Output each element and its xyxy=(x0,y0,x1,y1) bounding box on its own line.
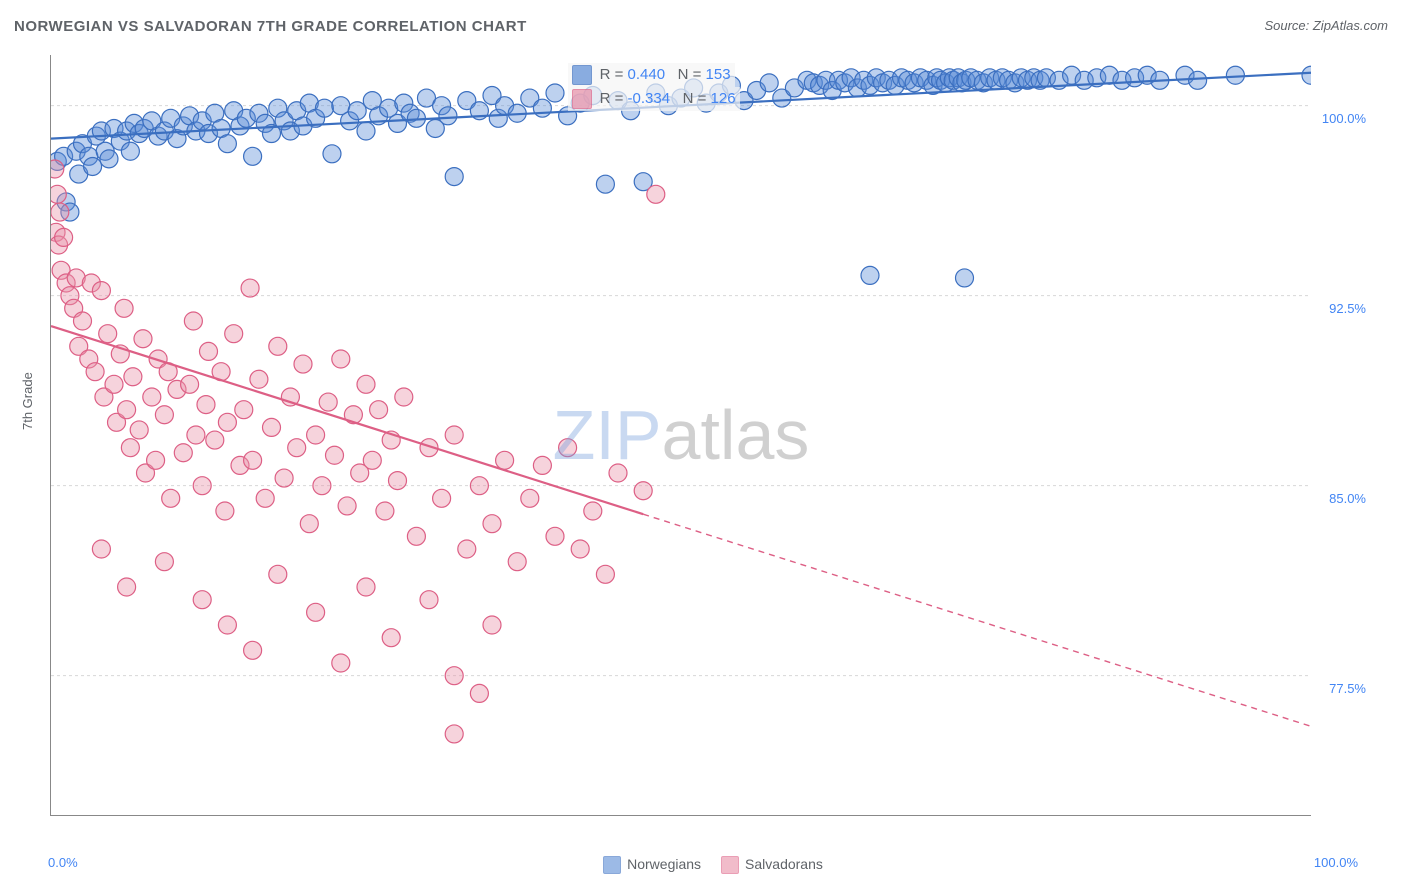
chart-container: NORWEGIAN VS SALVADORAN 7TH GRADE CORREL… xyxy=(0,0,1406,892)
y-axis-label: 7th Grade xyxy=(20,372,35,430)
chart-title: NORWEGIAN VS SALVADORAN 7TH GRADE CORREL… xyxy=(14,18,527,35)
legend-stats-salvadorans: R = -0.334 N = 126 xyxy=(568,87,740,111)
y-tick-label: 100.0% xyxy=(1322,111,1366,126)
y-tick-label: 92.5% xyxy=(1329,301,1366,316)
scatter-plot-svg xyxy=(51,55,1311,815)
legend-stats-norwegians: R = 0.440 N = 153 xyxy=(568,63,735,87)
y-tick-label: 77.5% xyxy=(1329,681,1366,696)
legend-label: Salvadorans xyxy=(745,856,823,872)
plot-area: ZIPatlas R = 0.440 N = 153 R = -0.334 N … xyxy=(50,55,1311,816)
source-label: Source: ZipAtlas.com xyxy=(1264,18,1388,33)
bottom-legend: Norwegians Salvadorans xyxy=(0,856,1406,874)
legend-label: Norwegians xyxy=(627,856,701,872)
y-tick-label: 85.0% xyxy=(1329,491,1366,506)
